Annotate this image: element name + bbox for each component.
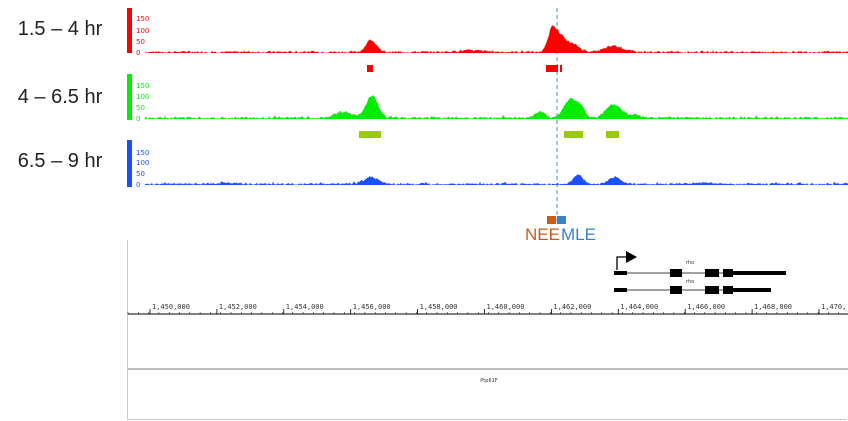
ruler-tick-label: 1,452,000 xyxy=(219,303,257,311)
rho-gene-models: rho rho xyxy=(614,251,786,294)
track-label-3: 6.5 – 9 hr xyxy=(17,150,103,172)
track-1-color-bar xyxy=(127,8,132,53)
nee-motif-box xyxy=(547,216,556,224)
ruler-tick-label: 1,456,000 xyxy=(353,303,391,311)
track-1-scale-100: 100 xyxy=(136,27,149,35)
track-3-scale-0: 0 xyxy=(136,181,140,189)
transcript-2-exon xyxy=(614,288,627,292)
track-1-signal xyxy=(145,25,848,53)
transcript-1-exon xyxy=(614,271,627,275)
ruler-tick-label: 1,454,000 xyxy=(286,303,324,311)
track-2-peak xyxy=(606,131,619,138)
mle-motif-box xyxy=(557,216,566,224)
transcript-2-utr xyxy=(733,288,771,292)
track-label-1: 1.5 – 4 hr xyxy=(17,18,103,40)
track-2-signal xyxy=(145,94,848,119)
track-3: 150 100 50 0 xyxy=(127,140,848,189)
ruler-tick-label: 1,466,000 xyxy=(687,303,725,311)
ptp61f-gene-label: Ptp61F xyxy=(480,378,498,384)
track-3-scale-50: 50 xyxy=(136,170,145,178)
transcript-1-exon xyxy=(670,269,682,277)
track-3-scale-150: 150 xyxy=(136,149,149,157)
nee-motif-label: NEE xyxy=(525,225,560,244)
track-1-peak xyxy=(546,65,558,72)
track-3-signal xyxy=(145,174,848,185)
track-3-color-bar xyxy=(127,140,132,187)
track-2-scale-100: 100 xyxy=(136,93,149,101)
tss-arrowhead-icon xyxy=(626,251,637,263)
track-label-2: 4 – 6.5 hr xyxy=(17,86,103,108)
transcript-2-exon xyxy=(670,286,682,294)
track-1-scale-0: 0 xyxy=(136,49,140,57)
track-2-scale-150: 150 xyxy=(136,82,149,90)
track-2-scale-0: 0 xyxy=(136,115,140,123)
tss-arrow-icon xyxy=(616,256,630,270)
genomic-coordinate-ruler: 1,450,000 1,452,000 1,454,000 1,456,000 1,45… xyxy=(127,303,848,315)
transcript-1-exon xyxy=(705,269,719,277)
track-1-peak xyxy=(367,65,373,72)
gene-panel xyxy=(127,240,847,420)
transcript-1-label: rho xyxy=(686,260,694,266)
ruler-tick-label: 1,468,000 xyxy=(754,303,792,311)
ruler-tick-label: 1,464,000 xyxy=(620,303,658,311)
mle-motif-label: MLE xyxy=(561,225,596,244)
track-2-peak xyxy=(359,131,381,138)
transcript-1-utr xyxy=(733,271,786,275)
track-2-scale-50: 50 xyxy=(136,104,145,112)
track-3-scale-100: 100 xyxy=(136,159,149,167)
track-1-scale-50: 50 xyxy=(136,38,145,46)
transcript-2-exon xyxy=(705,286,719,294)
track-2-color-bar xyxy=(127,74,132,120)
ruler-tick-label: 1,470, xyxy=(821,303,846,311)
track-1-peak xyxy=(560,65,562,72)
ruler-tick-label: 1,462,000 xyxy=(553,303,591,311)
track-2: 150 100 50 0 xyxy=(127,74,848,138)
ruler-tick-label: 1,450,000 xyxy=(152,303,190,311)
transcript-2-exon xyxy=(723,286,733,294)
track-1: 150 100 50 0 xyxy=(127,8,848,72)
ruler-tick-label: 1,458,000 xyxy=(420,303,458,311)
motif-markers: NEE MLE xyxy=(525,216,596,244)
transcript-2-label: rho xyxy=(686,279,694,285)
ruler-tick-label: 1,460,000 xyxy=(487,303,525,311)
transcript-1-exon xyxy=(723,269,733,277)
track-1-scale-150: 150 xyxy=(136,15,149,23)
track-2-peak xyxy=(564,131,583,138)
